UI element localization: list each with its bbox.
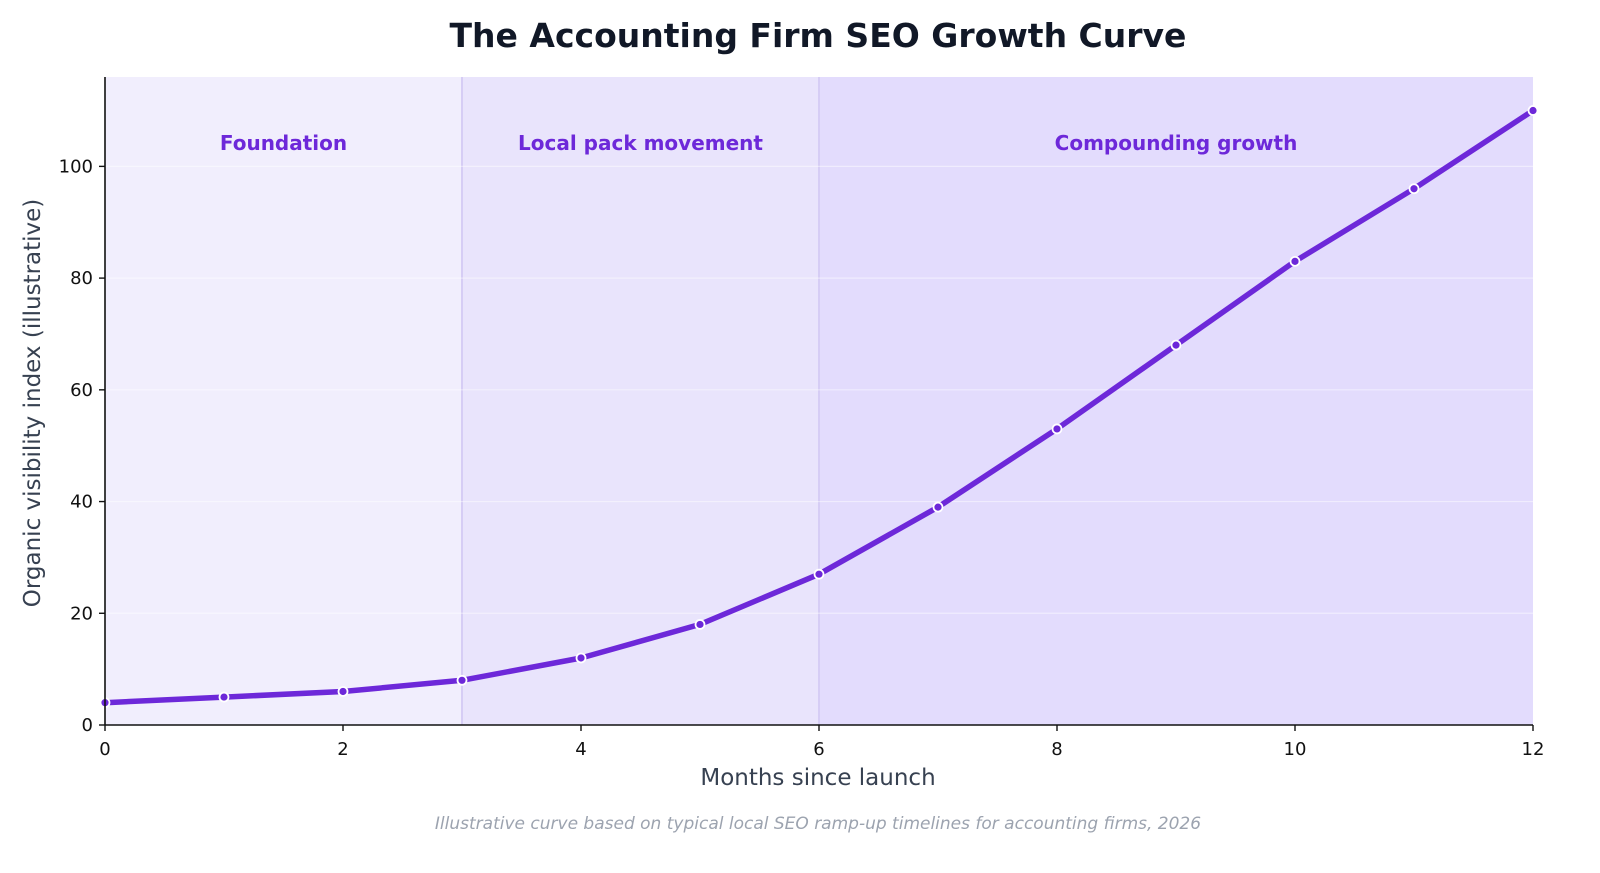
phase-label-2: Local pack movement — [518, 131, 763, 155]
x-tick-label-1: 2 — [337, 739, 348, 760]
x-tick-label-2: 4 — [575, 739, 586, 760]
chart-footnote: Illustrative curve based on typical loca… — [435, 814, 1201, 834]
phase-band-3 — [819, 77, 1533, 725]
data-point-1-12 — [1527, 105, 1539, 116]
x-tick-label-4: 8 — [1051, 739, 1062, 760]
y-axis-label: Organic visibility index (illustrative) — [20, 199, 46, 608]
phase-label-3: Compounding growth — [1055, 131, 1298, 155]
phase-band-2 — [462, 77, 819, 725]
x-axis-label: Months since launch — [700, 765, 935, 791]
data-point-1-8 — [1051, 423, 1063, 435]
y-tick-label-5: 100 — [59, 156, 93, 177]
y-tick-label-4: 80 — [70, 268, 93, 289]
data-point-1-9 — [1170, 339, 1182, 351]
chart-title: The Accounting Firm SEO Growth Curve — [450, 16, 1187, 55]
data-point-1-5 — [694, 619, 706, 630]
y-tick-label-2: 40 — [70, 492, 93, 513]
data-point-1-2 — [337, 686, 349, 697]
data-point-1-3 — [456, 674, 468, 686]
y-tick-label-0: 0 — [82, 715, 93, 736]
x-tick-label-6: 12 — [1522, 739, 1545, 760]
x-tick-label-3: 6 — [813, 739, 824, 760]
data-point-1-4 — [575, 652, 587, 664]
x-tick-label-5: 10 — [1284, 739, 1307, 760]
phase-label-1: Foundation — [220, 131, 347, 155]
phase-band-1 — [105, 77, 462, 725]
x-tick-label-0: 0 — [99, 739, 110, 760]
y-tick-label-3: 60 — [70, 380, 93, 401]
data-point-1-1 — [218, 691, 230, 703]
data-point-1-11 — [1408, 183, 1420, 195]
data-point-1-7 — [932, 501, 944, 513]
data-point-1-10 — [1289, 255, 1301, 267]
data-point-1-6 — [813, 568, 825, 580]
y-tick-label-1: 20 — [70, 603, 93, 624]
